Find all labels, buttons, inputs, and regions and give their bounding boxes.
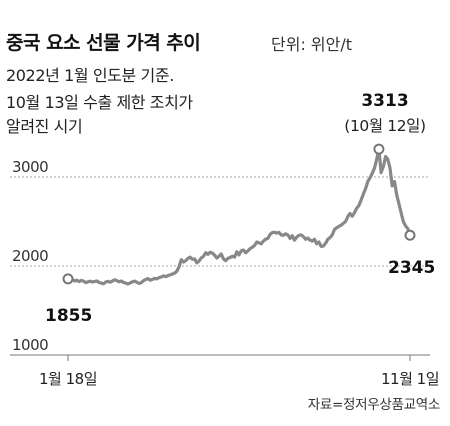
x-tick-label-1: 11월 1일	[381, 370, 439, 388]
label-end-value: 2345	[388, 258, 435, 278]
grid-layer	[10, 176, 430, 356]
x-tick-label-0: 1월 18일	[39, 370, 97, 388]
series-line	[66, 147, 412, 286]
y-tick-label-1000: 1000	[12, 336, 48, 354]
annotation-layer: 1855 3313 (10월 12일) 2345	[45, 91, 435, 326]
tick-layer: 1000 2000 3000 1월 18일 11월 1일	[12, 158, 440, 388]
unit-label: 단위: 위안/t	[271, 35, 353, 54]
marker-peak	[373, 143, 385, 155]
label-peak-value: 3313	[361, 91, 408, 111]
note-line-1: 2022년 1월 인도분 기준.	[6, 66, 174, 85]
note-line-2: 10월 13일 수출 제한 조치가	[6, 93, 193, 112]
source-note: 자료=정저우상품교역소	[307, 397, 441, 413]
label-start-value: 1855	[45, 306, 92, 326]
chart-title: 중국 요소 선물 가격 추이	[6, 32, 201, 54]
marker-end	[404, 229, 416, 241]
y-tick-label-2000: 2000	[12, 247, 48, 265]
y-tick-label-3000: 3000	[12, 158, 48, 176]
line-layer	[62, 143, 416, 286]
marker-start	[62, 273, 74, 285]
label-peak-date: (10월 12일)	[344, 117, 425, 135]
note-line-3: 알려진 시기	[6, 117, 83, 136]
